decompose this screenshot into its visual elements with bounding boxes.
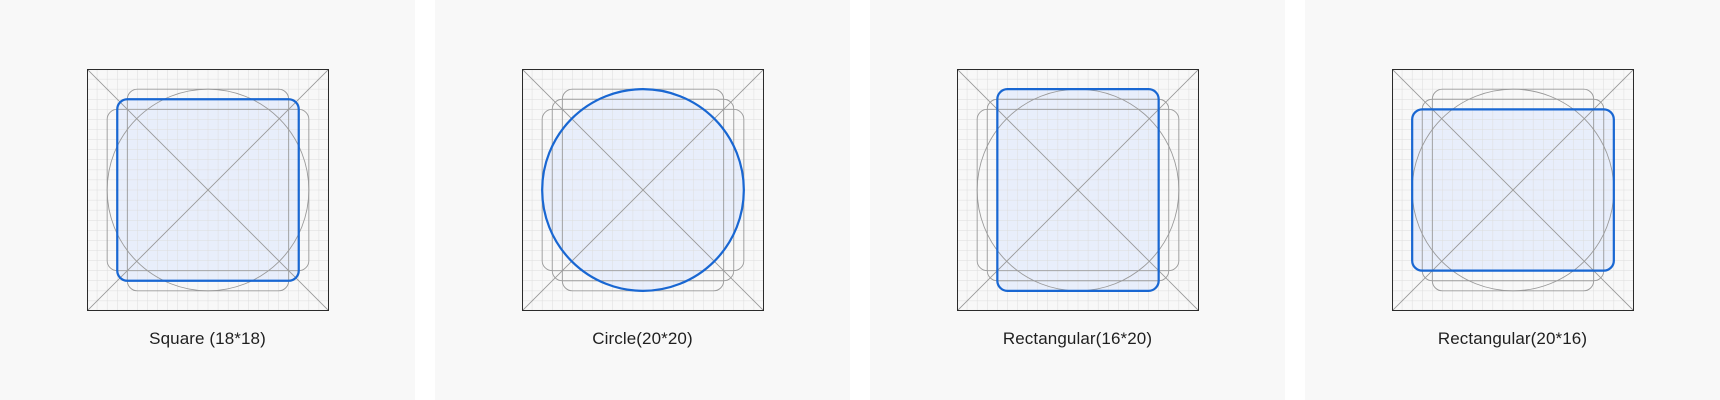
frame-border (522, 69, 764, 311)
keyline-card-square: Square (18*18) (0, 0, 415, 400)
keyline-portrait (126, 88, 290, 292)
keyline-card-rect-portrait: Rectangular(16*20) (870, 0, 1285, 400)
keyline-grid-rect-landscape (1392, 69, 1634, 311)
keyline-portrait (1431, 88, 1595, 292)
keyline-grid-rect-portrait (957, 69, 1199, 311)
keyline-square (551, 98, 735, 282)
frame-border (957, 69, 1199, 311)
frame-border (1392, 69, 1634, 311)
keyline-landscape (976, 108, 1180, 272)
keyline-square (1421, 98, 1605, 282)
highlight-outline (996, 88, 1160, 292)
highlight-outline (1411, 108, 1615, 272)
keyline-landscape (106, 108, 310, 272)
frame-border (87, 69, 329, 311)
keyline-grid-square (87, 69, 329, 311)
keyline-caption: Square (18*18) (149, 329, 266, 348)
highlight-outline (116, 98, 300, 282)
keyline-card-rect-landscape: Rectangular(20*16) (1305, 0, 1720, 400)
keyline-caption: Circle(20*20) (592, 329, 693, 348)
keyline-card-circle: Circle(20*20) (435, 0, 850, 400)
keyline-square (986, 98, 1170, 282)
keyline-caption: Rectangular(16*20) (1002, 329, 1153, 348)
keyline-grid-circle (522, 69, 764, 311)
keyline-caption: Rectangular(20*16) (1437, 329, 1588, 348)
highlight-outline (541, 88, 745, 292)
